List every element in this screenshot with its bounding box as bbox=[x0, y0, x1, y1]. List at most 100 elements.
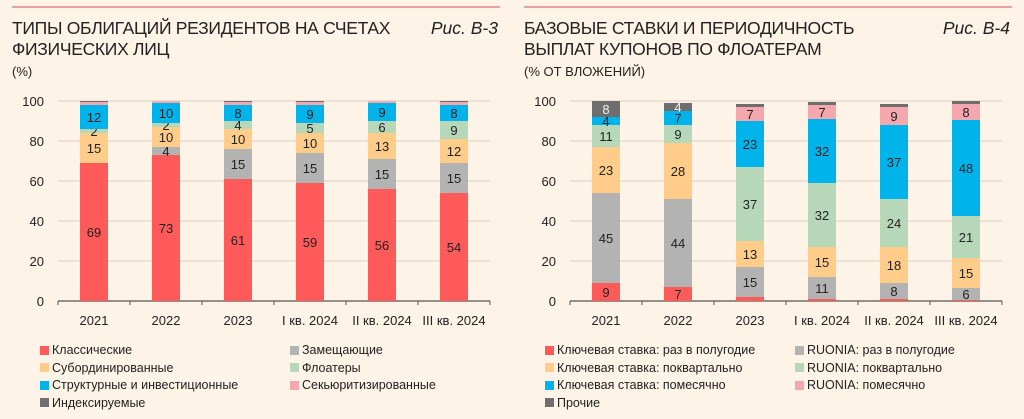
bar-segment bbox=[296, 123, 324, 133]
figure-b3-panel: ТИПЫ ОБЛИГАЦИЙ РЕЗИДЕНТОВ НА СЧЕТАХ ФИЗИ… bbox=[10, 0, 510, 419]
bar-segment bbox=[296, 133, 324, 153]
bar-segment bbox=[808, 102, 836, 105]
bar-segment bbox=[592, 193, 620, 283]
bar-segment bbox=[808, 299, 836, 301]
legend-item: Флоатеры bbox=[290, 361, 361, 375]
bar-segment bbox=[592, 283, 620, 301]
bar-segment bbox=[368, 101, 396, 103]
data-label: 69 bbox=[87, 225, 101, 240]
legend-item: Структурные и инвестиционные bbox=[40, 378, 238, 392]
legend-label: Ключевая ставка: поквартально bbox=[557, 360, 743, 375]
legend-label: Ключевая ставка: помесячно bbox=[557, 378, 726, 392]
data-label: 45 bbox=[599, 231, 613, 246]
data-label: 15 bbox=[743, 275, 757, 290]
data-label: 44 bbox=[671, 236, 685, 251]
legend-label: Классические bbox=[52, 343, 133, 357]
bar-segment bbox=[592, 117, 620, 125]
data-label: 13 bbox=[375, 139, 389, 154]
data-label: 37 bbox=[887, 155, 901, 170]
y-tick-label: 60 bbox=[542, 174, 556, 189]
data-label: 23 bbox=[743, 137, 757, 152]
bar-segment bbox=[440, 102, 468, 105]
data-label: 8 bbox=[602, 102, 609, 117]
bar-segment bbox=[224, 129, 252, 149]
data-label: 9 bbox=[378, 105, 385, 120]
bar-segment bbox=[296, 102, 324, 105]
data-label: 7 bbox=[674, 287, 681, 302]
data-label: 9 bbox=[890, 109, 897, 124]
bar-segment bbox=[808, 105, 836, 119]
data-label: 9 bbox=[450, 123, 457, 138]
bar-segment bbox=[80, 133, 108, 163]
bar-segment bbox=[664, 287, 692, 301]
chart-title: ТИПЫ ОБЛИГАЦИЙ РЕЗИДЕНТОВ НА СЧЕТАХ ФИЗИ… bbox=[12, 18, 391, 59]
bar-segment bbox=[736, 267, 764, 297]
legend-item: RUONIA: раз в полугодие bbox=[795, 343, 955, 357]
unit-label: (% ОТ ВЛОЖЕНИЙ) bbox=[524, 64, 646, 79]
data-label: 73 bbox=[159, 221, 173, 236]
legend-swatch bbox=[795, 363, 804, 372]
chart-title: БАЗОВЫЕ СТАВКИ И ПЕРИОДИЧНОСТЬ ВЫПЛАТ КУ… bbox=[524, 18, 855, 59]
data-label: 4 bbox=[162, 144, 169, 159]
bar-segment bbox=[592, 147, 620, 193]
bar-segment bbox=[880, 283, 908, 299]
data-label: 21 bbox=[959, 230, 973, 245]
data-label: 6 bbox=[962, 287, 969, 302]
data-label: 12 bbox=[447, 144, 461, 159]
data-label: 4 bbox=[234, 118, 241, 133]
data-label: 23 bbox=[599, 163, 613, 178]
data-label: 7 bbox=[746, 107, 753, 122]
data-label: 32 bbox=[815, 208, 829, 223]
bar-segment bbox=[664, 125, 692, 143]
data-label: 13 bbox=[743, 247, 757, 262]
legend-item: Секьюритизированные bbox=[290, 378, 436, 392]
bar-segment bbox=[440, 105, 468, 121]
legend-swatch bbox=[545, 398, 554, 407]
legend-swatch bbox=[795, 380, 804, 390]
bar-segment bbox=[880, 199, 908, 247]
bar-segment bbox=[440, 193, 468, 301]
x-tick-label: I кв. 2024 bbox=[794, 313, 850, 328]
bar-segment bbox=[880, 107, 908, 125]
bar-segment bbox=[664, 103, 692, 111]
data-label: 9 bbox=[674, 127, 681, 142]
bar-segment bbox=[80, 102, 108, 105]
x-tick-label: I кв. 2024 bbox=[282, 313, 338, 328]
data-label: 15 bbox=[231, 157, 245, 172]
data-label: 48 bbox=[959, 161, 973, 176]
legend-label: RUONIA: поквартально bbox=[807, 360, 943, 375]
bar-segment bbox=[224, 179, 252, 301]
data-label: 8 bbox=[450, 106, 457, 121]
unit-label: (%) bbox=[12, 64, 33, 79]
y-tick-label: 0 bbox=[549, 294, 556, 309]
bar-segment bbox=[952, 300, 980, 301]
bar-segment bbox=[736, 297, 764, 301]
data-label: 15 bbox=[447, 171, 461, 186]
legend-label: Ключевая ставка: раз в полугодие bbox=[557, 343, 756, 357]
bar-segment bbox=[592, 125, 620, 147]
bar-segment bbox=[224, 105, 252, 121]
y-tick-label: 80 bbox=[542, 134, 556, 149]
bar-segment bbox=[152, 147, 180, 155]
bar-segment bbox=[952, 101, 980, 104]
bar-segment bbox=[736, 121, 764, 167]
figure-label: Рис. В-3 bbox=[430, 18, 498, 38]
data-label: 2 bbox=[90, 124, 97, 139]
data-label: 8 bbox=[962, 105, 969, 120]
legend-item: Прочие bbox=[545, 396, 600, 410]
bar-segment bbox=[296, 105, 324, 123]
data-label: 15 bbox=[303, 161, 317, 176]
legend-swatch bbox=[290, 345, 299, 355]
legend-item: Ключевая ставка: поквартально bbox=[545, 361, 742, 375]
legend-swatch bbox=[545, 363, 554, 372]
y-tick-label: 20 bbox=[542, 254, 556, 269]
legend-item: RUONIA: поквартально bbox=[795, 361, 942, 375]
bar-segment bbox=[296, 183, 324, 301]
legend-swatch bbox=[40, 398, 49, 407]
data-label: 56 bbox=[375, 238, 389, 253]
bar-segment bbox=[736, 241, 764, 267]
legend-item: Замещающие bbox=[290, 343, 383, 357]
figure-label: Рис. В-4 bbox=[942, 18, 1010, 38]
bar-segment bbox=[152, 123, 180, 127]
legend-item: Классические bbox=[40, 343, 132, 357]
